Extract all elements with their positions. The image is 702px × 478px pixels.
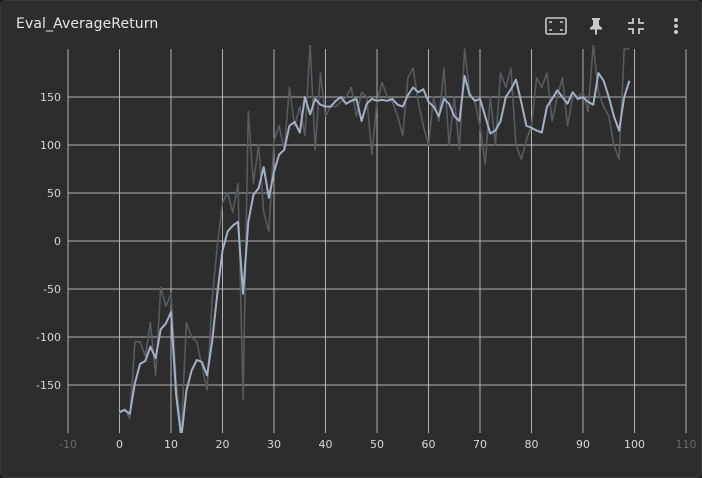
y-axis-ticks: -150 -100 -50 0 50 100 150 (36, 91, 61, 392)
x-tick-label-edge: 110 (676, 438, 697, 451)
smoothed-series-line (119, 72, 631, 433)
pin-icon (590, 18, 602, 35)
chart-series (118, 45, 631, 433)
raw-series-line (118, 45, 630, 433)
y-tick-label: -100 (36, 331, 61, 344)
y-tick-label: 100 (40, 139, 61, 152)
pin-button[interactable] (583, 13, 609, 39)
chart-title: Eval_AverageReturn (16, 16, 159, 32)
x-axis-ticks: 0 10 20 30 40 50 60 70 80 90 100 -10 110 (59, 438, 696, 451)
y-tick-label: 150 (40, 91, 61, 104)
card-toolbar (543, 13, 689, 39)
y-tick-label: 0 (54, 235, 61, 248)
collapse-icon (628, 18, 644, 34)
x-tick-label: 100 (624, 438, 645, 451)
x-tick-label: 50 (370, 438, 384, 451)
y-tick-label: 50 (47, 187, 61, 200)
y-tick-label: -150 (36, 379, 61, 392)
y-tick-label: -50 (43, 283, 61, 296)
more-options-button[interactable] (663, 13, 689, 39)
chart-grid (67, 49, 687, 433)
x-tick-label: 60 (422, 438, 436, 451)
collapse-button[interactable] (623, 13, 649, 39)
fit-screen-icon (545, 17, 567, 35)
x-tick-label: 20 (216, 438, 230, 451)
x-tick-label: 80 (525, 438, 539, 451)
x-tick-label: 90 (576, 438, 590, 451)
x-tick-label: 10 (164, 438, 178, 451)
x-tick-label: 40 (319, 438, 333, 451)
fit-domain-button[interactable] (543, 13, 569, 39)
x-tick-label: 30 (267, 438, 281, 451)
x-tick-label: 70 (473, 438, 487, 451)
more-vert-icon (674, 18, 678, 34)
x-tick-label: 0 (116, 438, 123, 451)
x-tick-label-edge: -10 (59, 438, 77, 451)
